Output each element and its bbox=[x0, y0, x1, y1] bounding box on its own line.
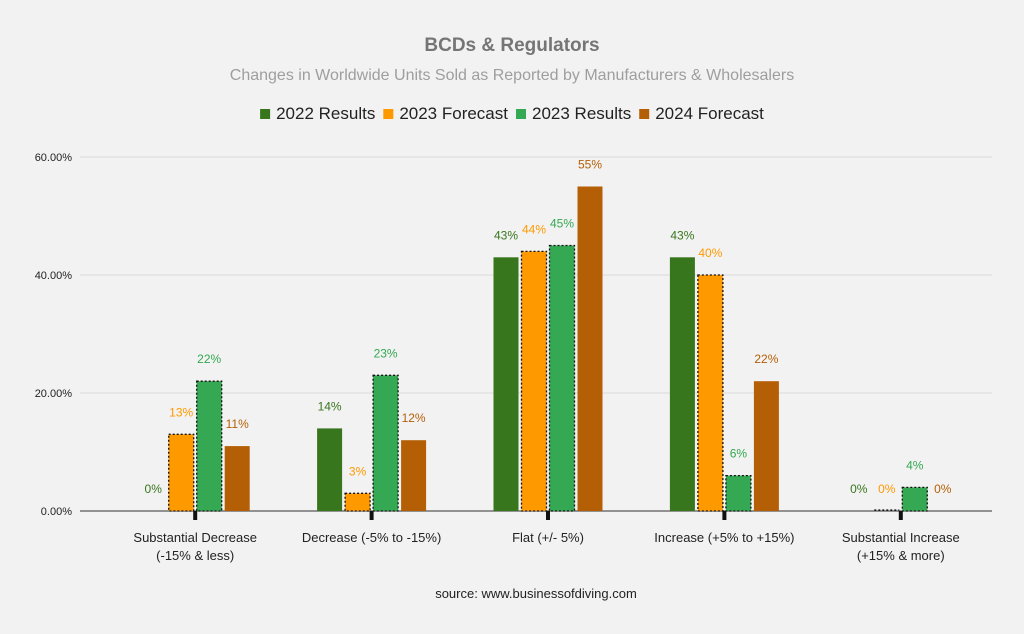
legend-swatch bbox=[383, 109, 394, 119]
category-label: Decrease (-5% to -15%) bbox=[302, 530, 441, 545]
x-tick-mark bbox=[722, 511, 727, 520]
bar bbox=[372, 374, 399, 512]
data-label: 43% bbox=[494, 228, 518, 242]
category-label: (-15% & less) bbox=[156, 548, 234, 563]
data-label: 13% bbox=[169, 405, 193, 419]
category-label: Substantial Decrease bbox=[133, 530, 257, 545]
data-label: 55% bbox=[578, 158, 602, 172]
category-label: Substantial Increase bbox=[842, 530, 960, 545]
data-label: 6% bbox=[730, 447, 748, 461]
legend: 2022 Results 2023 Forecast 2023 Results 202… bbox=[260, 104, 764, 123]
x-tick-mark bbox=[193, 511, 198, 520]
bar bbox=[344, 492, 371, 512]
data-label: 11% bbox=[226, 417, 249, 431]
bar bbox=[317, 428, 343, 511]
data-label: 23% bbox=[374, 346, 398, 360]
category-label: Flat (+/- 5%) bbox=[512, 530, 584, 545]
data-label: 0% bbox=[145, 482, 163, 496]
legend-swatch bbox=[639, 109, 650, 119]
bar bbox=[725, 474, 752, 512]
bar bbox=[520, 250, 548, 512]
legend-label: 2024 Forecast bbox=[655, 104, 764, 123]
data-label: 22% bbox=[197, 352, 221, 366]
bar bbox=[168, 433, 195, 512]
chart-title: BCDs & Regulators bbox=[424, 35, 599, 56]
data-label: 4% bbox=[906, 458, 924, 472]
data-label: 44% bbox=[522, 222, 546, 236]
bar bbox=[224, 446, 250, 511]
bars bbox=[168, 186, 928, 512]
data-label: 45% bbox=[550, 217, 574, 231]
legend-label: 2022 Results bbox=[276, 104, 375, 123]
x-axis: Substantial Decrease (-15% & less) Decreas… bbox=[133, 511, 960, 563]
bar bbox=[901, 486, 928, 512]
y-axis: 0.00% 20.00% 40.00% 60.00% bbox=[35, 152, 73, 518]
data-label: 0% bbox=[878, 482, 896, 496]
bar bbox=[493, 257, 519, 511]
bar bbox=[753, 381, 779, 511]
legend-swatch bbox=[516, 109, 526, 119]
category-label: Increase (+5% to +15%) bbox=[654, 530, 794, 545]
bar bbox=[196, 380, 223, 512]
x-tick-mark bbox=[898, 511, 903, 520]
data-label: 40% bbox=[698, 246, 722, 260]
bar bbox=[669, 257, 695, 511]
bar bbox=[577, 186, 603, 511]
legend-swatch bbox=[260, 109, 271, 119]
y-tick-label: 40.00% bbox=[35, 270, 73, 282]
data-label: 3% bbox=[349, 464, 367, 478]
data-label: 0% bbox=[850, 482, 868, 496]
bar bbox=[548, 244, 576, 512]
data-label: 12% bbox=[402, 411, 426, 425]
x-tick-mark bbox=[369, 511, 374, 520]
data-label: 22% bbox=[754, 352, 778, 366]
legend-label: 2023 Forecast bbox=[399, 104, 508, 123]
category-label: (+15% & more) bbox=[857, 548, 945, 563]
y-tick-label: 20.00% bbox=[35, 388, 73, 400]
bar bbox=[697, 274, 724, 512]
source-note: source: www.businessofdiving.com bbox=[435, 586, 637, 601]
data-label: 14% bbox=[318, 399, 342, 413]
y-tick-label: 60.00% bbox=[35, 152, 73, 164]
y-tick-label: 0.00% bbox=[41, 506, 72, 518]
data-labels: 0% 13% 22% 11% 14% 3% 23% 12% 43% 44% 45% 55% 43% 40%… bbox=[145, 158, 952, 497]
legend-label: 2023 Results bbox=[532, 104, 631, 123]
bar bbox=[401, 440, 427, 511]
chart-subtitle: Changes in Worldwide Units Sold as Repor… bbox=[230, 67, 794, 84]
data-label: 43% bbox=[670, 228, 694, 242]
x-tick-mark bbox=[546, 511, 550, 520]
data-label: 0% bbox=[934, 482, 952, 496]
